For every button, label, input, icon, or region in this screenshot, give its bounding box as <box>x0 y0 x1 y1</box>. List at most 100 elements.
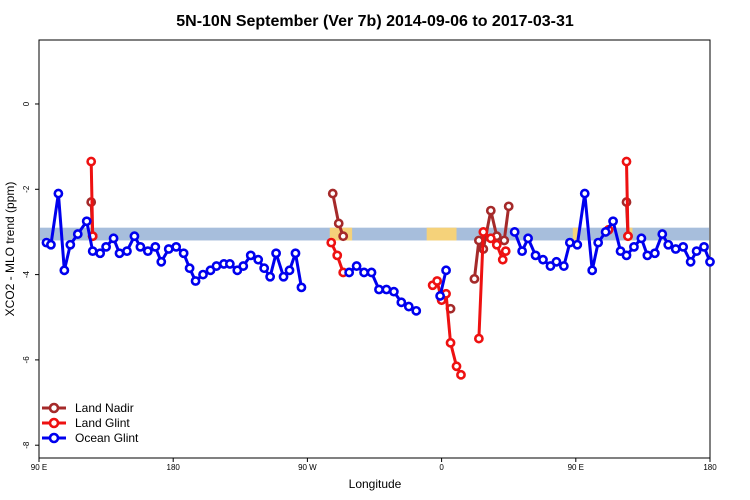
data-point <box>190 276 201 286</box>
data-point <box>657 229 668 239</box>
data-point <box>435 291 446 301</box>
data-point <box>642 250 653 261</box>
data-point <box>503 201 514 212</box>
data-point <box>629 241 639 252</box>
data-point <box>500 246 511 257</box>
data-point <box>663 239 674 250</box>
data-point <box>593 237 604 248</box>
data-point <box>485 205 496 216</box>
data-point <box>523 233 533 244</box>
data-point <box>178 248 189 259</box>
data-point <box>530 250 541 261</box>
data-point <box>59 265 70 276</box>
y-tick-label: -8 <box>22 441 31 449</box>
data-point <box>579 188 590 199</box>
data-point <box>587 265 598 276</box>
x-tick-label: 0 <box>439 463 444 472</box>
data-point <box>65 239 76 250</box>
legend-marker <box>48 432 60 444</box>
data-point <box>327 188 338 199</box>
data-point <box>432 276 443 286</box>
data-point <box>46 239 56 250</box>
data-point <box>184 263 195 274</box>
data-point <box>374 284 384 295</box>
series-line <box>89 161 95 237</box>
data-point <box>705 256 715 267</box>
x-axis-label: Longitude <box>349 477 402 491</box>
data-point <box>621 156 632 167</box>
data-point <box>564 237 575 248</box>
data-point <box>156 256 167 267</box>
data-point <box>558 261 569 271</box>
series-line <box>624 161 630 237</box>
data-point <box>351 261 362 271</box>
data-point <box>678 241 689 252</box>
data-point <box>623 231 633 242</box>
data-point <box>296 282 307 293</box>
data-point <box>473 333 484 344</box>
data-point <box>485 233 496 244</box>
data-point <box>142 246 153 257</box>
y-tick-label: 0 <box>22 101 31 106</box>
data-point <box>290 248 301 259</box>
data-point <box>271 248 281 259</box>
chart-title: 5N-10N September (Ver 7b) 2014-09-06 to … <box>176 13 574 30</box>
legend-label: Ocean Glint <box>75 431 139 445</box>
data-point <box>122 246 132 257</box>
data-point <box>163 244 174 254</box>
data-point <box>95 248 106 259</box>
data-point <box>517 246 528 257</box>
data-point <box>245 250 256 261</box>
x-tick-label: 90 E <box>568 463 584 472</box>
data-point <box>456 369 466 380</box>
data-point <box>636 233 647 244</box>
data-point <box>332 250 343 261</box>
data-point <box>108 233 119 244</box>
y-axis-label: XCO2 - MLO trend (ppm) <box>3 182 17 317</box>
legend-label: Land Nadir <box>75 401 134 415</box>
data-point <box>451 361 462 372</box>
series-layer <box>41 156 715 380</box>
data-point <box>499 235 510 246</box>
data-point <box>497 254 508 265</box>
data-point <box>259 263 270 274</box>
data-point <box>551 256 562 267</box>
y-axis-ticks: 0 -2 -4 -6 -8 <box>22 101 39 449</box>
data-point <box>366 267 377 278</box>
data-point <box>81 216 92 227</box>
data-point <box>491 239 502 250</box>
land-band-1 <box>426 227 457 241</box>
y-tick-label: -4 <box>22 270 31 278</box>
data-point <box>344 267 355 278</box>
data-point <box>600 227 611 237</box>
data-point <box>621 250 632 261</box>
data-point <box>53 188 64 199</box>
data-point <box>101 241 111 252</box>
data-point <box>211 261 222 271</box>
data-point <box>445 337 456 348</box>
data-point <box>171 241 182 252</box>
data-point <box>129 231 140 242</box>
data-point <box>238 261 249 271</box>
y-tick-label: -6 <box>22 356 31 364</box>
x-tick-label: 180 <box>703 463 717 472</box>
data-point <box>253 254 264 265</box>
data-point <box>326 237 337 248</box>
data-point <box>649 248 660 259</box>
data-point <box>685 256 696 267</box>
data-point <box>359 267 369 278</box>
data-point <box>670 244 681 254</box>
data-point <box>691 246 702 257</box>
x-tick-label: 90 E <box>31 463 47 472</box>
data-point <box>86 156 97 167</box>
data-point <box>403 301 414 312</box>
data-point <box>381 284 392 295</box>
data-point <box>135 241 146 252</box>
legend-marker <box>48 402 60 414</box>
data-point <box>411 305 422 316</box>
data-point <box>441 265 451 276</box>
x-axis-ticks: 90 E 180 90 W 0 90 E 180 <box>31 458 717 472</box>
x-tick-label: 90 W <box>298 463 317 472</box>
